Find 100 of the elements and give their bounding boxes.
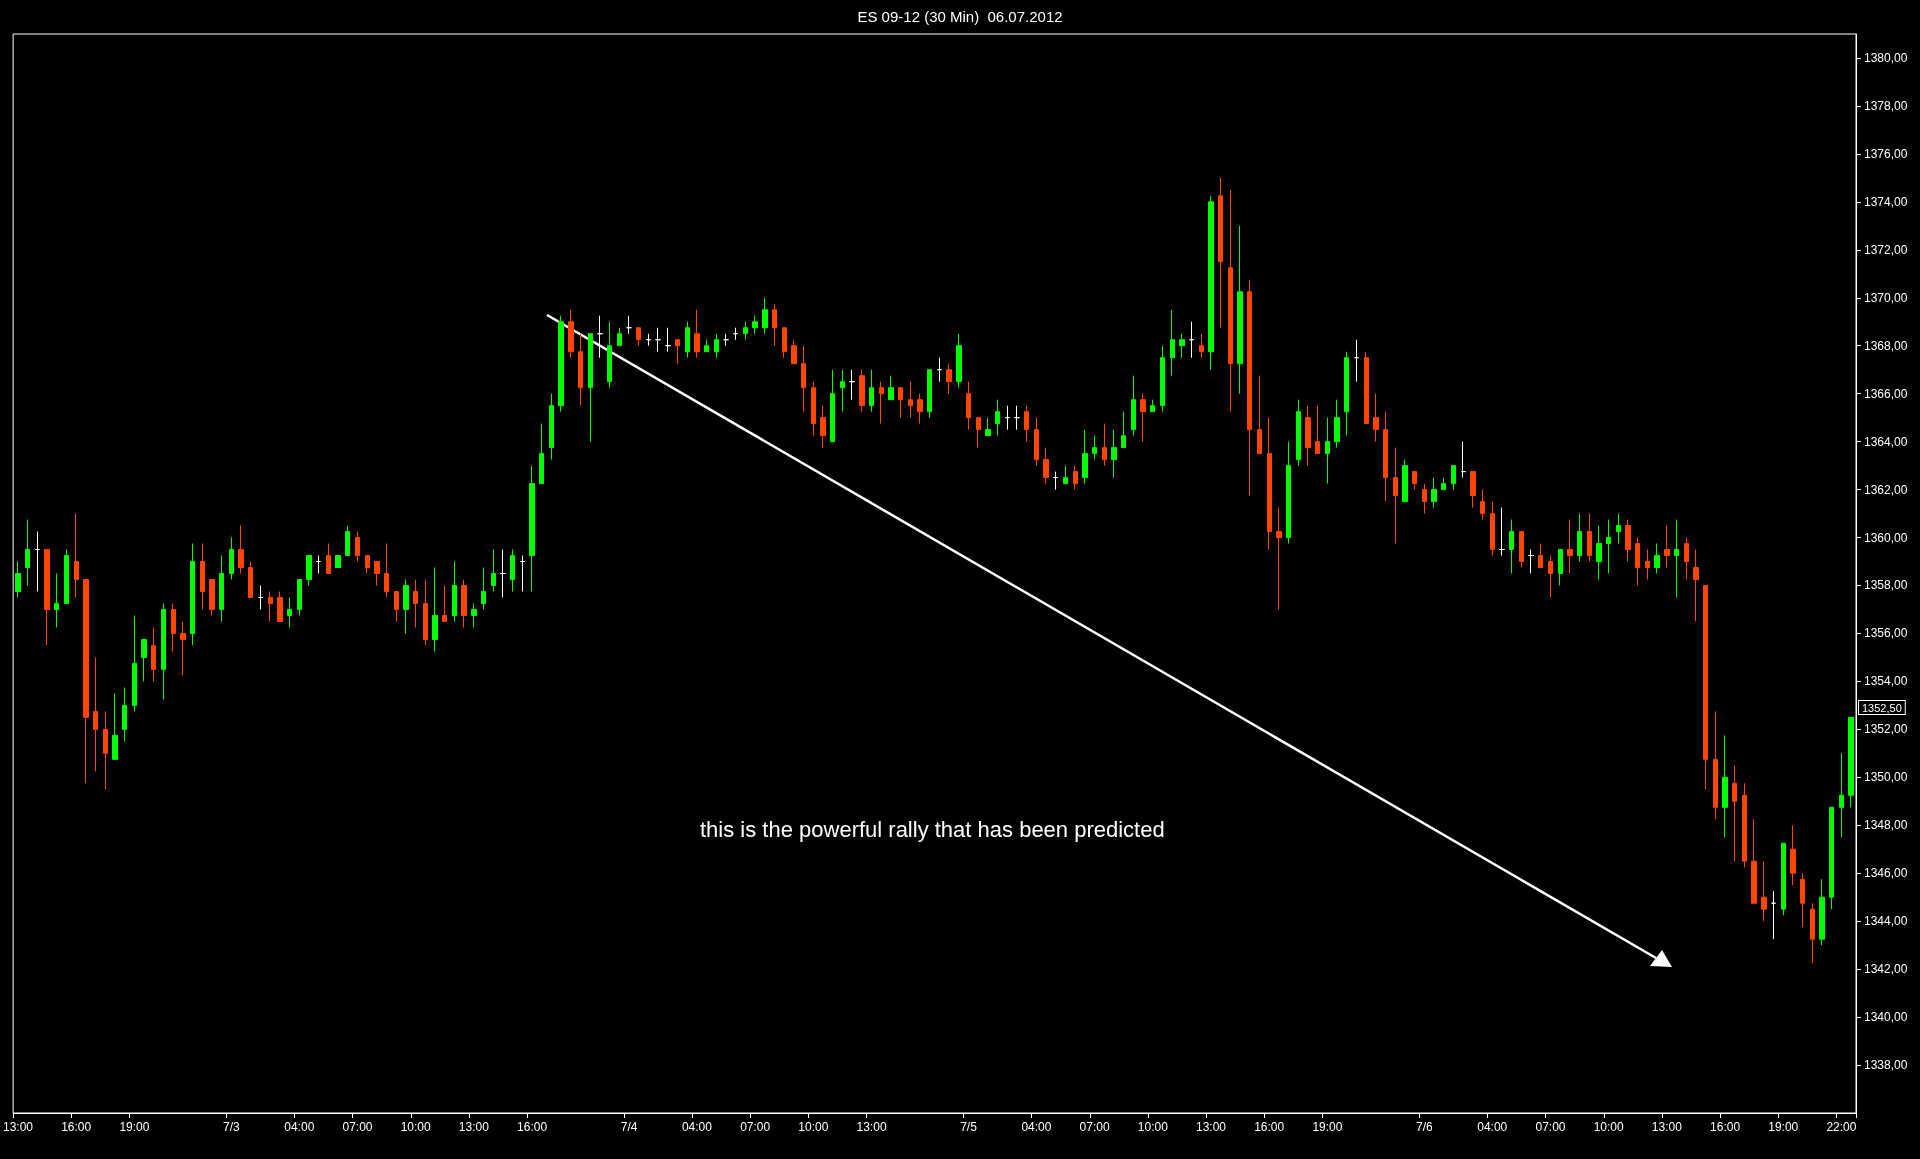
candlestick xyxy=(1693,549,1699,622)
candlestick xyxy=(74,513,79,598)
x-tick-label: 16:00 xyxy=(517,1120,548,1134)
x-tick-label: 10:00 xyxy=(1593,1120,1625,1134)
candlestick xyxy=(879,381,884,425)
candlestick xyxy=(500,549,506,598)
candlestick xyxy=(374,561,380,586)
candlestick xyxy=(1364,351,1369,425)
candlestick xyxy=(1208,195,1214,371)
candlestick xyxy=(161,602,166,700)
candlestick xyxy=(927,369,932,419)
x-tick-label: 10:00 xyxy=(1137,1120,1169,1134)
candlestick xyxy=(481,567,486,610)
x-tick-label: 10:00 xyxy=(798,1120,829,1134)
candlestick xyxy=(539,423,544,485)
candlestick xyxy=(1499,507,1505,557)
x-tick-label: 04:00 xyxy=(1021,1120,1052,1134)
candlestick xyxy=(636,327,641,347)
candlestick xyxy=(568,309,574,359)
x-tick-label: 16:00 xyxy=(61,1120,92,1134)
candlestick xyxy=(491,549,496,592)
candlestick xyxy=(1684,537,1689,580)
candlestick xyxy=(985,417,991,437)
candlestick xyxy=(287,596,292,628)
candlestick xyxy=(1616,513,1621,545)
candlestick xyxy=(1470,471,1476,509)
candlestick xyxy=(1334,399,1340,449)
candlestick xyxy=(1625,519,1631,563)
candlestick xyxy=(1063,465,1068,485)
candlestick xyxy=(617,327,622,347)
candlestick xyxy=(112,692,118,760)
candlestick xyxy=(849,369,855,401)
candlestick xyxy=(1635,537,1640,586)
candlestick xyxy=(1373,393,1379,443)
x-tick-label: 10:00 xyxy=(400,1120,432,1134)
y-tick-label: 1350,00 xyxy=(1864,770,1908,785)
candlestick xyxy=(316,555,321,574)
candlestick xyxy=(859,369,865,413)
candlestick xyxy=(1742,782,1747,868)
candlestick xyxy=(394,590,399,622)
candlestick xyxy=(811,381,816,437)
candlestick xyxy=(782,327,787,359)
x-tick-label: 16:00 xyxy=(1254,1120,1285,1134)
y-tick-label: 1342,00 xyxy=(1864,962,1908,977)
candlestick xyxy=(306,555,312,586)
candlestick xyxy=(326,543,331,574)
candlestick xyxy=(1131,375,1136,437)
candlestick xyxy=(675,339,680,365)
candlestick xyxy=(258,584,263,610)
x-tick-label: 13:00 xyxy=(856,1120,887,1134)
candlestick xyxy=(1257,375,1262,455)
candlestick xyxy=(384,543,389,598)
candlestick xyxy=(820,405,826,449)
y-tick-label: 1376,00 xyxy=(1864,146,1908,161)
candlestick xyxy=(1829,806,1834,910)
x-tick-label: 07:00 xyxy=(342,1120,373,1134)
candlestick xyxy=(180,620,186,676)
candlestick xyxy=(704,339,709,353)
candlestick xyxy=(607,321,612,389)
candlestick xyxy=(1548,555,1553,598)
candlestick xyxy=(1296,399,1301,467)
x-tick-label: 04:00 xyxy=(1477,1120,1508,1134)
candlestick xyxy=(714,333,719,359)
candlestick xyxy=(520,555,525,592)
candlestick xyxy=(558,315,564,413)
annotation: this is the powerful rally that has been predicted xyxy=(700,816,1165,842)
candlestick xyxy=(1722,734,1728,838)
candlestick xyxy=(1082,429,1088,485)
candlestick xyxy=(723,333,729,347)
candlestick xyxy=(888,375,894,401)
y-tick-label: 1344,00 xyxy=(1864,914,1908,929)
chart-title: ES 09-12 (30 Min) 06.07.2012 xyxy=(857,8,1063,25)
candlestick xyxy=(1654,543,1660,574)
candlestick xyxy=(1189,321,1194,359)
candlestick xyxy=(752,315,758,335)
candlestick xyxy=(103,710,108,790)
x-tick-label: 13:00 xyxy=(1195,1120,1227,1134)
candlestick xyxy=(335,555,341,569)
candlestick xyxy=(1179,333,1185,359)
candlestick xyxy=(1412,471,1417,491)
x-tick-label: 13:00 xyxy=(458,1120,490,1134)
candlestick xyxy=(1713,710,1718,820)
candlestick xyxy=(1451,465,1456,491)
candlestick xyxy=(1810,902,1815,964)
candlestick xyxy=(1606,519,1611,574)
candlestick xyxy=(413,578,418,628)
candlestick xyxy=(646,333,651,347)
candlestick xyxy=(132,614,137,712)
y-tick-label: 1348,00 xyxy=(1864,818,1908,833)
candlestick xyxy=(1053,471,1058,491)
candlestick xyxy=(840,369,845,413)
candlestick xyxy=(1703,584,1708,790)
candlestick xyxy=(209,578,215,616)
candlestick xyxy=(1102,423,1107,467)
candlestick xyxy=(917,393,923,425)
candlestick xyxy=(995,399,1000,437)
candlestick xyxy=(908,381,913,419)
candlestick xyxy=(219,555,224,622)
candlestick xyxy=(1587,513,1592,563)
candlestick xyxy=(1431,477,1437,509)
